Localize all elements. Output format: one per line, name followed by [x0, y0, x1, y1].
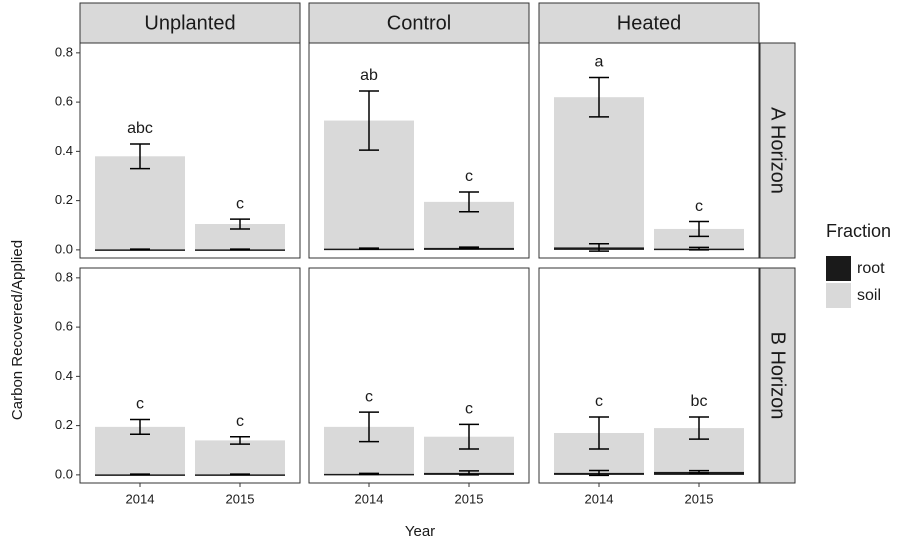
- root-error-bar: [459, 247, 479, 248]
- y-tick-label: 0.6: [55, 94, 73, 109]
- x-tick-label: 2014: [585, 491, 614, 506]
- x-tick-label: 2014: [355, 491, 384, 506]
- y-tick-label: 0.2: [55, 417, 73, 432]
- significance-label: c: [695, 198, 703, 215]
- y-tick-label: 0.0: [55, 466, 73, 481]
- significance-label: c: [595, 393, 603, 410]
- strip-label: Heated: [617, 12, 682, 34]
- significance-label: c: [236, 413, 244, 430]
- soil-bar: [95, 156, 185, 250]
- y-tick-label: 0.4: [55, 368, 73, 383]
- y-axis-label: Carbon Recovered/Applied: [9, 240, 26, 420]
- legend-title: Fraction: [826, 221, 891, 241]
- y-tick-label: 0.6: [55, 319, 73, 334]
- soil-bar: [195, 440, 285, 474]
- strip-label: Unplanted: [144, 12, 235, 34]
- strip-label: Control: [387, 12, 451, 34]
- soil-bar: [554, 97, 644, 250]
- root-error-bar: [359, 473, 379, 474]
- root-error-bar: [359, 248, 379, 249]
- strip-label: B Horizon: [767, 332, 789, 420]
- strip-label: A Horizon: [767, 107, 789, 194]
- y-tick-label: 0.8: [55, 269, 73, 284]
- y-tick-label: 0.0: [55, 241, 73, 256]
- legend-label: root: [857, 260, 885, 277]
- legend-label: soil: [857, 287, 881, 304]
- significance-label: c: [365, 388, 373, 405]
- significance-label: c: [236, 195, 244, 212]
- x-tick-label: 2015: [455, 491, 484, 506]
- significance-label: ab: [360, 67, 378, 84]
- significance-label: abc: [127, 120, 153, 137]
- x-tick-label: 2014: [126, 491, 155, 506]
- y-tick-label: 0.2: [55, 192, 73, 207]
- significance-label: bc: [691, 393, 708, 410]
- significance-label: a: [595, 54, 604, 71]
- significance-label: c: [136, 396, 144, 413]
- x-tick-label: 2015: [226, 491, 255, 506]
- x-axis-label: Year: [405, 523, 435, 540]
- x-tick-label: 2015: [685, 491, 714, 506]
- y-tick-label: 0.8: [55, 44, 73, 59]
- y-tick-label: 0.4: [55, 143, 73, 158]
- legend-key: [826, 256, 851, 281]
- significance-label: c: [465, 168, 473, 185]
- legend-key: [826, 283, 851, 308]
- significance-label: c: [465, 401, 473, 418]
